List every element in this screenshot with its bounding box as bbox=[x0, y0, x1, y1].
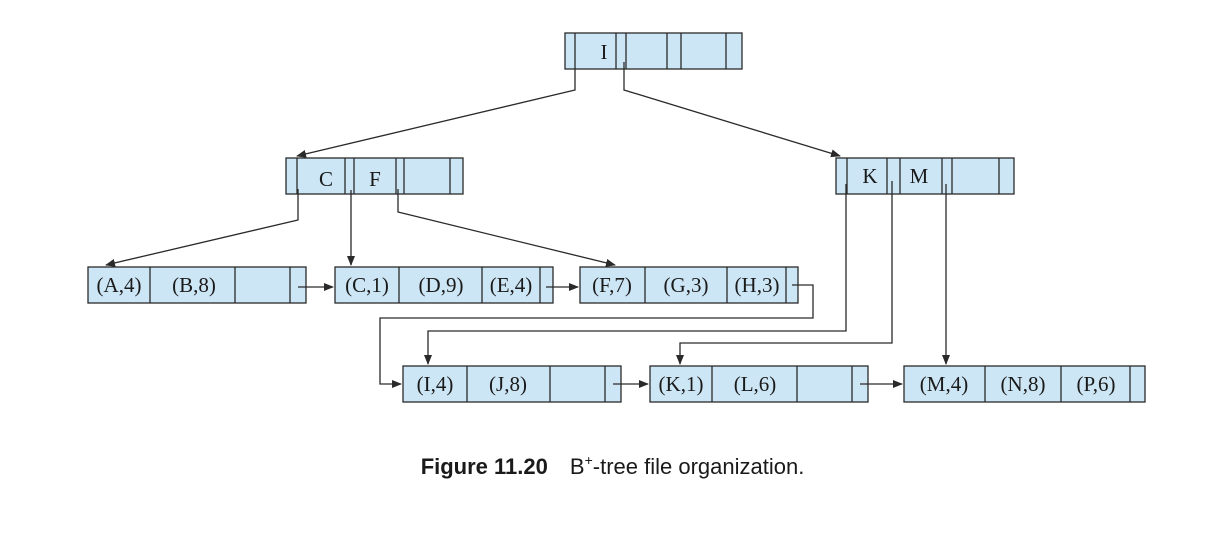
leaf-node-1: (A,4) (B,8) bbox=[87, 266, 307, 304]
leaf-4-record-1: (I,4) bbox=[417, 372, 454, 396]
leaf-1-record-1: (A,4) bbox=[97, 273, 142, 297]
leaf-6-record-3: (P,6) bbox=[1076, 372, 1115, 396]
leaf-node-4: (I,4) (J,8) bbox=[402, 365, 622, 403]
leaf-5-record-1: (K,1) bbox=[659, 372, 704, 396]
internal-right-key-1: K bbox=[862, 164, 877, 188]
caption-text-superscript: + bbox=[584, 452, 593, 468]
pointer-root-to-right bbox=[623, 62, 841, 158]
pointer-right-to-leaf-5 bbox=[676, 181, 893, 365]
internal-left-key-1: C bbox=[319, 167, 333, 191]
pointer-left-to-leaf-1 bbox=[105, 189, 299, 267]
root-key-1: I bbox=[601, 40, 608, 64]
figure-caption: Figure 11.20 B+-tree file organization. bbox=[0, 452, 1225, 480]
leaf-3-record-3: (H,3) bbox=[735, 273, 780, 297]
internal-node-right: K M bbox=[835, 157, 1015, 195]
internal-right-key-2: M bbox=[910, 164, 929, 188]
internal-node-left: C F bbox=[285, 157, 464, 195]
leaf-1-record-2: (B,8) bbox=[172, 273, 216, 297]
pointer-right-to-leaf-4 bbox=[424, 184, 847, 365]
figure-label: Figure 11.20 bbox=[420, 454, 548, 479]
leaf-5-record-2: (L,6) bbox=[734, 372, 777, 396]
leaf-3-record-1: (F,7) bbox=[592, 273, 632, 297]
root-node: I bbox=[564, 32, 743, 70]
leaf-2-record-1: (C,1) bbox=[345, 273, 389, 297]
leaf-link-3-to-4 bbox=[379, 284, 814, 388]
leaf-3-record-2: (G,3) bbox=[664, 273, 709, 297]
leaf-6-record-1: (M,4) bbox=[920, 372, 968, 396]
caption-text-rest: -tree file organization. bbox=[592, 454, 805, 479]
leaf-2-record-2: (D,9) bbox=[419, 273, 464, 297]
internal-left-key-2: F bbox=[369, 167, 381, 191]
leaf-node-2: (C,1) (D,9) (E,4) bbox=[334, 266, 554, 304]
leaf-node-6: (M,4) (N,8) (P,6) bbox=[903, 365, 1146, 403]
leaf-node-5: (K,1) (L,6) bbox=[649, 365, 869, 403]
leaf-node-3: (F,7) (G,3) (H,3) bbox=[579, 266, 799, 304]
leaf-4-record-2: (J,8) bbox=[489, 372, 527, 396]
leaf-6-record-2: (N,8) bbox=[1001, 372, 1046, 396]
caption-text-main: B bbox=[569, 454, 585, 479]
pointer-left-to-leaf-3 bbox=[397, 189, 616, 267]
leaf-2-record-3: (E,4) bbox=[490, 273, 533, 297]
pointer-root-to-left bbox=[296, 69, 576, 158]
